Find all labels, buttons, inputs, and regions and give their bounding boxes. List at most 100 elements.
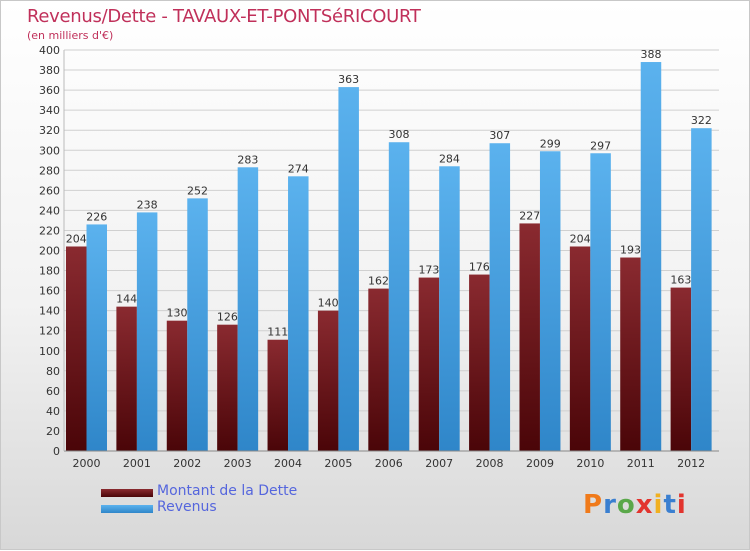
bar-debt xyxy=(368,288,389,451)
data-label-debt: 130 xyxy=(167,307,188,320)
bar-debt xyxy=(166,320,188,451)
logo-letter: x xyxy=(635,490,654,520)
y-tick-label: 360 xyxy=(39,84,60,97)
y-tick-label: 80 xyxy=(46,365,60,378)
x-tick-label: 2004 xyxy=(274,457,302,470)
logo-letter: r xyxy=(603,490,617,520)
bar-debt xyxy=(469,274,490,451)
legend-label-debt: Montant de la Dette xyxy=(157,483,298,499)
y-tick-label: 0 xyxy=(53,445,60,458)
data-label-debt: 173 xyxy=(418,264,439,277)
data-label-revenue: 308 xyxy=(389,128,410,141)
y-tick-label: 380 xyxy=(39,64,60,77)
y-tick-label: 160 xyxy=(39,285,60,298)
legend-swatch-revenue xyxy=(101,505,153,513)
legend-swatch-debt xyxy=(101,489,153,497)
data-label-revenue: 299 xyxy=(540,137,561,150)
bar-revenue xyxy=(691,128,712,451)
y-tick-label: 20 xyxy=(46,425,60,438)
bar-debt xyxy=(116,306,137,451)
chart-title: Revenus/Dette - TAVAUX-ET-PONTSéRICOURT xyxy=(27,6,421,27)
bar-revenue xyxy=(237,167,259,452)
bar-debt xyxy=(418,277,440,451)
bar-revenue xyxy=(439,166,460,452)
data-label-revenue: 388 xyxy=(640,48,661,61)
x-tick-label: 2003 xyxy=(224,457,252,470)
legend-label-revenue: Revenus xyxy=(157,499,217,515)
data-label-debt: 204 xyxy=(66,232,87,245)
bar-debt xyxy=(620,257,641,451)
bar-revenue xyxy=(590,153,611,451)
y-tick-label: 300 xyxy=(39,144,60,157)
x-tick-label: 2002 xyxy=(173,457,201,470)
bar-revenue xyxy=(136,212,158,451)
bar-debt xyxy=(670,287,692,451)
data-label-revenue: 226 xyxy=(86,210,107,223)
y-tick-label: 340 xyxy=(39,104,60,117)
data-label-debt: 193 xyxy=(620,244,641,257)
data-label-revenue: 307 xyxy=(489,129,510,142)
data-label-revenue: 284 xyxy=(439,152,460,165)
x-tick-label: 2012 xyxy=(677,457,705,470)
y-tick-label: 100 xyxy=(39,345,60,358)
bar-debt xyxy=(519,223,540,451)
data-label-debt: 144 xyxy=(116,293,137,306)
y-tick-label: 240 xyxy=(39,204,60,217)
chart-subtitle: (en milliers d'€) xyxy=(27,29,114,42)
bar-revenue xyxy=(288,176,309,451)
y-tick-label: 60 xyxy=(46,385,60,398)
bar-debt xyxy=(66,246,87,451)
y-tick-label: 320 xyxy=(39,124,60,137)
data-label-revenue: 283 xyxy=(237,153,258,166)
logo-letter: o xyxy=(616,490,636,520)
x-tick-label: 2007 xyxy=(425,457,453,470)
data-label-revenue: 252 xyxy=(187,184,208,197)
x-tick-label: 2010 xyxy=(576,457,604,470)
y-tick-label: 180 xyxy=(39,265,60,278)
y-tick-label: 400 xyxy=(39,44,60,57)
bar-revenue xyxy=(86,224,107,451)
data-label-debt: 176 xyxy=(469,261,490,274)
y-tick-label: 280 xyxy=(39,164,60,177)
y-tick-label: 200 xyxy=(39,245,60,258)
bar-revenue xyxy=(388,142,410,452)
x-tick-label: 2005 xyxy=(324,457,352,470)
bar-revenue xyxy=(338,87,359,451)
x-tick-label: 2006 xyxy=(375,457,403,470)
y-tick-label: 120 xyxy=(39,325,60,338)
logo-letter: P xyxy=(583,490,604,520)
logo-letter: i xyxy=(676,490,687,520)
x-tick-label: 2011 xyxy=(627,457,655,470)
data-label-debt: 162 xyxy=(368,275,389,288)
data-label-revenue: 322 xyxy=(691,114,712,127)
data-label-debt: 204 xyxy=(570,232,591,245)
data-label-debt: 163 xyxy=(670,274,691,287)
data-label-debt: 126 xyxy=(217,311,238,324)
x-tick-label: 2008 xyxy=(476,457,504,470)
x-tick-label: 2001 xyxy=(123,457,151,470)
bar-revenue xyxy=(187,198,208,451)
proxiti-logo: Proxiti xyxy=(583,490,687,520)
data-label-revenue: 363 xyxy=(338,73,359,86)
data-label-debt: 111 xyxy=(267,326,288,339)
logo-letter: t xyxy=(663,490,677,520)
bar-debt xyxy=(569,246,591,451)
x-tick-label: 2000 xyxy=(73,457,101,470)
bar-debt xyxy=(267,339,289,451)
data-label-debt: 140 xyxy=(318,297,339,310)
y-tick-label: 140 xyxy=(39,305,60,318)
data-label-revenue: 274 xyxy=(288,162,309,175)
data-label-revenue: 238 xyxy=(137,198,158,211)
data-label-debt: 227 xyxy=(519,209,540,222)
bar-revenue xyxy=(489,143,511,452)
bar-revenue xyxy=(539,151,561,451)
logo-letter: i xyxy=(653,490,664,520)
y-tick-label: 260 xyxy=(39,184,60,197)
x-tick-label: 2009 xyxy=(526,457,554,470)
data-label-revenue: 297 xyxy=(590,139,611,152)
bar-debt xyxy=(217,324,238,451)
y-tick-label: 40 xyxy=(46,405,60,418)
y-tick-label: 220 xyxy=(39,224,60,237)
